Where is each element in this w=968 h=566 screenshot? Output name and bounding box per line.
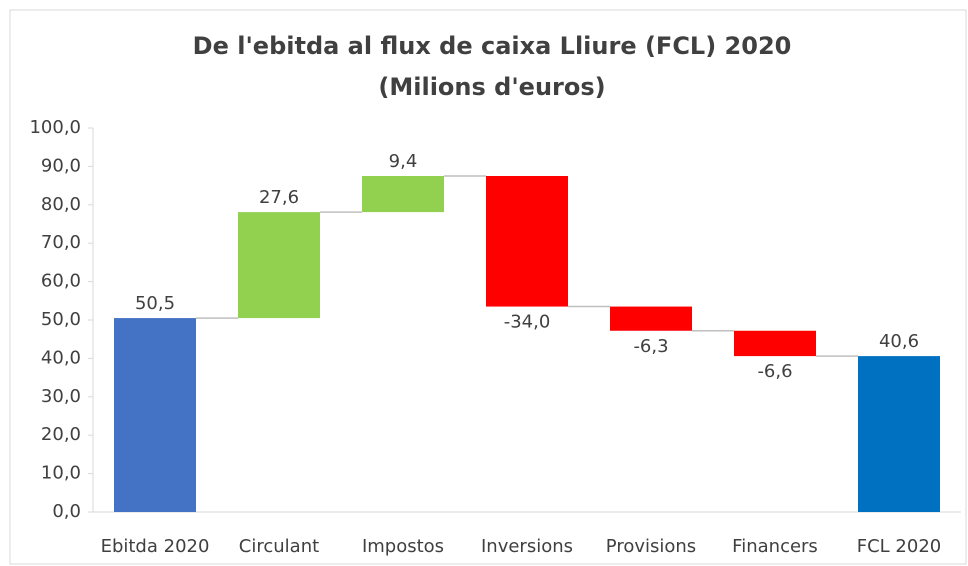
data-label: -6,6 <box>757 361 792 382</box>
data-label: 50,5 <box>135 293 175 314</box>
y-tick-label: 100,0 <box>29 117 81 138</box>
data-label: -34,0 <box>504 312 551 333</box>
y-tick-label: 30,0 <box>41 386 81 407</box>
data-label: 27,6 <box>259 187 299 208</box>
x-tick-label: Financers <box>732 536 818 557</box>
x-tick-label: Impostos <box>362 536 444 557</box>
y-tick-label: 50,0 <box>41 309 81 330</box>
data-label: -6,3 <box>633 336 668 357</box>
bar <box>486 176 568 307</box>
y-tick-label: 10,0 <box>41 463 81 484</box>
data-label: 40,6 <box>879 331 919 352</box>
y-tick-label: 80,0 <box>41 194 81 215</box>
chart-title: De l'ebitda al flux de caixa Lliure (FCL… <box>193 32 792 60</box>
bar <box>858 356 940 512</box>
bar <box>610 306 692 331</box>
chart-subtitle: (Milions d'euros) <box>378 73 605 101</box>
y-tick-label: 90,0 <box>41 155 81 176</box>
bar <box>734 330 816 357</box>
x-tick-label: Ebitda 2020 <box>101 536 210 557</box>
y-tick-label: 60,0 <box>41 271 81 292</box>
y-tick-label: 20,0 <box>41 424 81 445</box>
data-label: 9,4 <box>389 151 418 172</box>
y-tick-label: 70,0 <box>41 232 81 253</box>
y-tick-label: 0,0 <box>52 501 81 522</box>
bar <box>362 176 444 213</box>
y-tick-label: 40,0 <box>41 347 81 368</box>
x-tick-label: Provisions <box>606 536 696 557</box>
bar <box>238 212 320 319</box>
x-tick-label: Circulant <box>239 536 319 557</box>
bar <box>114 318 196 512</box>
x-tick-label: Inversions <box>481 536 573 557</box>
x-tick-label: FCL 2020 <box>857 536 941 557</box>
